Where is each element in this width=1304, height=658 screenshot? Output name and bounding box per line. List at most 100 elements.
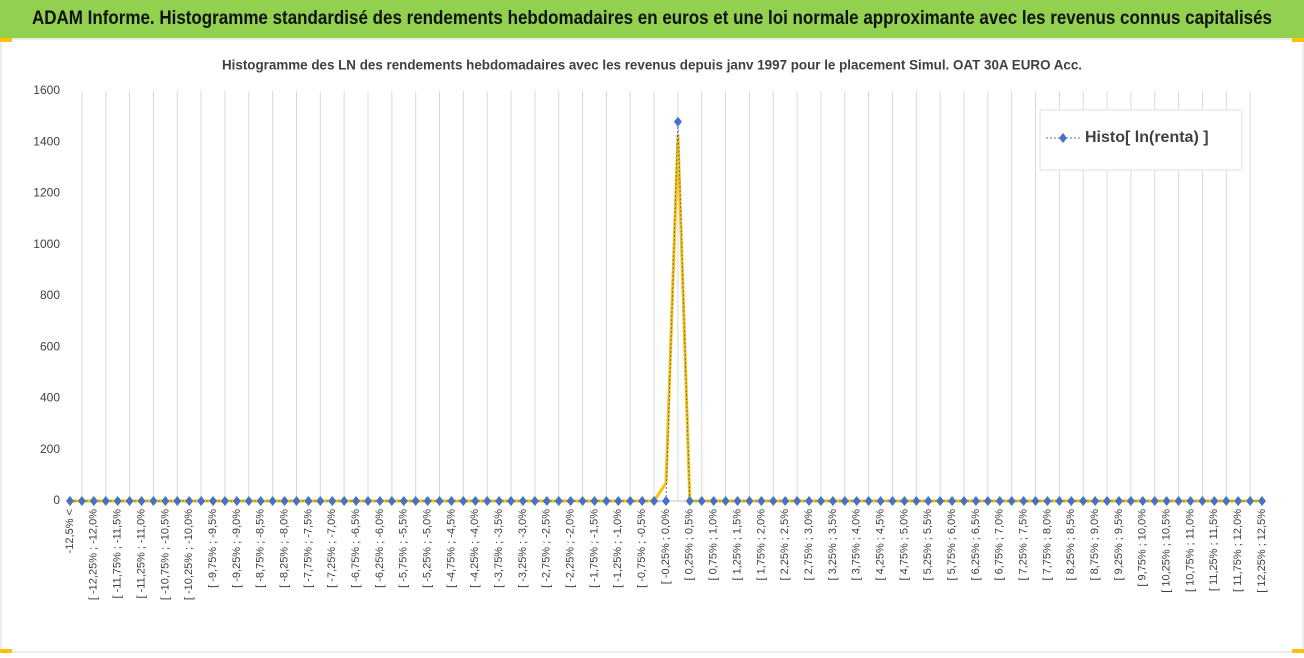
data-point	[411, 496, 420, 506]
data-point	[602, 496, 611, 506]
data-point	[268, 496, 277, 506]
data-point	[864, 496, 873, 506]
corner	[0, 38, 12, 42]
data-point	[66, 496, 74, 506]
data-point	[471, 496, 480, 506]
data-point	[840, 496, 849, 506]
data-point	[423, 496, 432, 506]
x-tick-label: [ 9,25% ; 9,5%	[1113, 509, 1125, 581]
legend-marker	[1059, 133, 1067, 143]
chart-title: Histogramme des LN des rendements hebdom…	[222, 57, 1082, 73]
data-point	[936, 496, 945, 506]
data-point	[781, 496, 790, 506]
x-tick-label: [ -6,25% ; -6,0%	[374, 509, 386, 588]
data-point	[161, 496, 170, 506]
data-point	[340, 496, 349, 506]
data-point	[125, 496, 134, 506]
data-point	[1234, 496, 1243, 506]
x-tick-label: [ -7,75% ; -7,5%	[302, 509, 314, 588]
x-tick-label: [ 9,75% ; 10,0%	[1137, 509, 1149, 587]
x-tick-label: [ 2,25% ; 2,5%	[779, 509, 791, 581]
data-point	[77, 496, 86, 506]
data-point	[1210, 496, 1219, 506]
data-point	[626, 496, 635, 506]
x-tick-label: [ 10,25% ; 10,5%	[1161, 509, 1173, 593]
data-point	[1150, 496, 1159, 506]
data-point	[900, 496, 909, 506]
legend-box	[1039, 109, 1243, 171]
data-point	[197, 496, 206, 506]
data-point	[1198, 496, 1207, 506]
x-tick-label: [ 8,25% ; 8,5%	[1065, 509, 1077, 581]
data-point	[876, 496, 885, 506]
x-tick-label: [ -1,75% ; -1,5%	[588, 509, 600, 588]
data-point	[816, 496, 825, 506]
x-tick-label: [ 10,75% ; 11,0%	[1184, 509, 1196, 592]
data-point	[1126, 496, 1135, 506]
data-point	[1055, 496, 1064, 506]
x-tick-label: -12,5% <	[64, 509, 76, 553]
data-point	[673, 116, 682, 127]
y-tick-label: 1200	[33, 186, 60, 200]
data-point	[185, 496, 194, 506]
data-point	[149, 496, 158, 506]
data-point	[614, 496, 623, 506]
data-point	[1067, 496, 1076, 506]
data-point	[316, 496, 325, 506]
data-point	[304, 496, 313, 506]
data-point	[518, 496, 527, 506]
x-tick-label: [ -10,75% ; -10,5%	[159, 509, 171, 600]
data-point	[1186, 496, 1195, 506]
data-point	[971, 496, 980, 506]
data-point	[220, 496, 229, 506]
data-point	[101, 496, 110, 506]
x-tick-label: [ 11,75% ; 12,0%	[1232, 509, 1244, 592]
data-point	[292, 496, 301, 506]
x-tick-label: [ -1,25% ; -1,0%	[612, 509, 624, 588]
y-tick-label: 0	[53, 493, 60, 507]
data-point	[1114, 496, 1123, 506]
data-point	[566, 496, 575, 506]
x-tick-label: [ -3,75% ; -3,5%	[493, 509, 505, 588]
x-tick-label: [ -4,75% ; -4,5%	[445, 509, 457, 588]
data-point	[1103, 496, 1112, 506]
x-tick-label: [ 4,75% ; 5,0%	[898, 509, 910, 581]
data-point	[495, 496, 504, 506]
x-tick-label: [ 8,75% ; 9,0%	[1089, 509, 1101, 581]
y-tick-label: 1600	[33, 83, 60, 97]
data-point	[280, 496, 289, 506]
data-point	[387, 496, 396, 506]
data-point	[399, 496, 408, 506]
x-tick-label: [ 0,25% ; 0,5%	[684, 509, 696, 581]
y-tick-label: 400	[40, 391, 60, 405]
x-tick-label: [ -7,25% ; -7,0%	[326, 509, 338, 588]
data-point	[912, 496, 921, 506]
x-tick-label: [ 7,25% ; 7,5%	[1018, 509, 1030, 581]
header-title: ADAM Informe. Histogramme standardisé de…	[32, 8, 1272, 29]
data-point	[1174, 496, 1183, 506]
data-point	[542, 496, 551, 506]
data-point	[352, 496, 361, 506]
data-point	[173, 496, 182, 506]
y-tick-label: 1000	[33, 237, 60, 251]
x-tick-label: [ -8,25% ; -8,0%	[278, 509, 290, 588]
data-point	[697, 496, 706, 506]
data-point	[1007, 496, 1016, 506]
data-point	[1162, 496, 1171, 506]
x-tick-label: [ 1,75% ; 2,0%	[755, 509, 767, 581]
corner	[1292, 38, 1304, 42]
x-tick-label: [ 5,25% ; 5,5%	[922, 509, 934, 581]
data-point	[507, 496, 516, 506]
data-point	[256, 496, 265, 506]
x-tick-label: [ -8,75% ; -8,5%	[255, 509, 267, 588]
data-point	[1043, 496, 1052, 506]
data-point	[244, 496, 253, 506]
data-point	[769, 496, 778, 506]
data-point	[232, 496, 241, 506]
x-tick-label: [ -0,25% ; 0,0%	[660, 509, 672, 584]
data-point	[578, 496, 587, 506]
data-point	[375, 496, 384, 506]
data-point	[1019, 496, 1028, 506]
data-point	[1258, 496, 1266, 506]
